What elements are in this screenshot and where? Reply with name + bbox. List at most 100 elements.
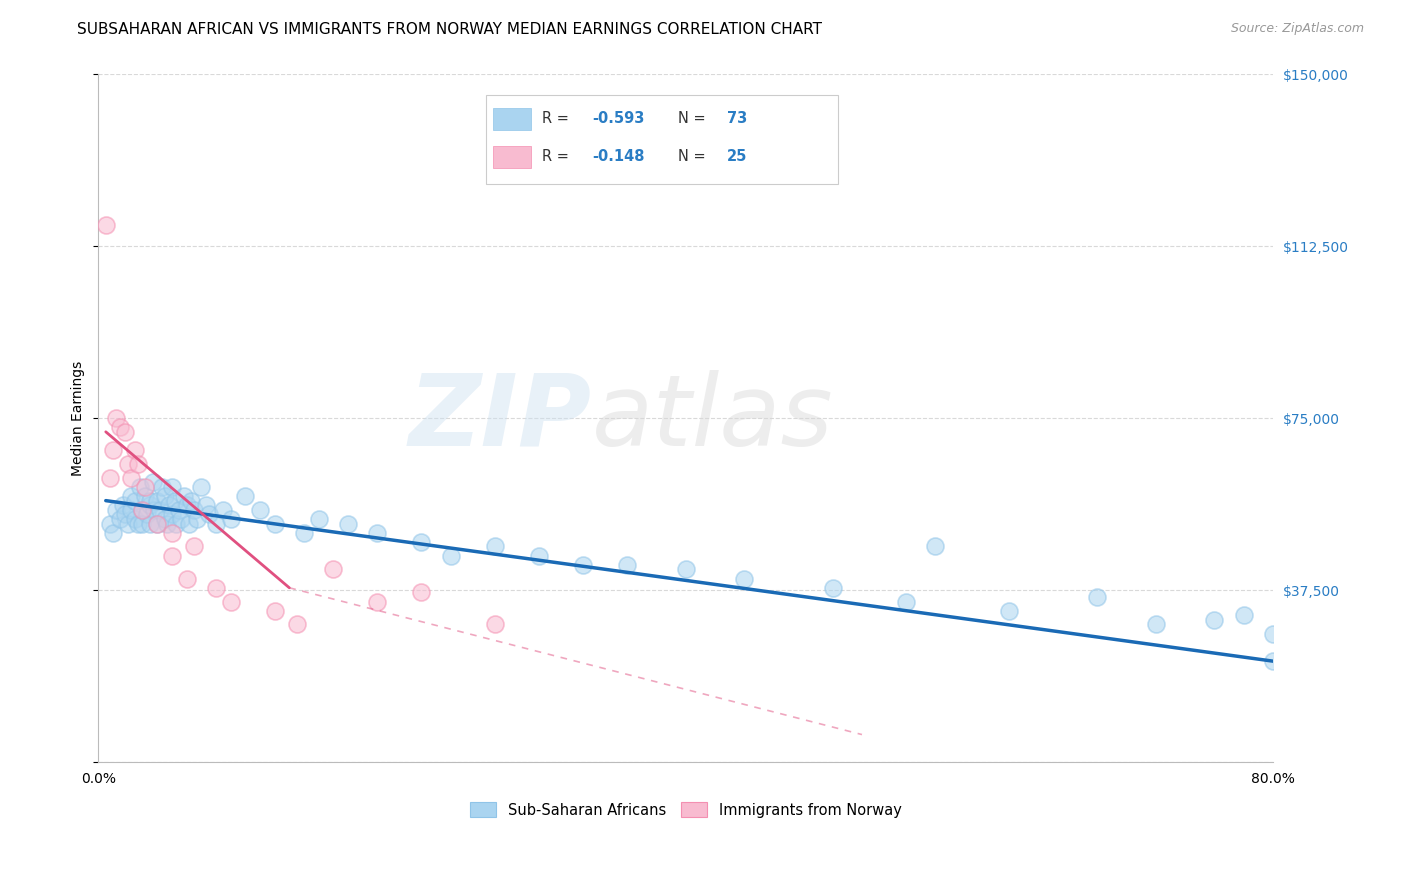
FancyBboxPatch shape	[486, 95, 838, 184]
Point	[366, 525, 388, 540]
Point	[160, 508, 183, 522]
Text: -0.148: -0.148	[592, 149, 644, 164]
Point	[134, 489, 156, 503]
Point	[160, 480, 183, 494]
Point	[157, 498, 180, 512]
Text: 73: 73	[727, 112, 747, 127]
Point	[219, 512, 242, 526]
Point	[572, 558, 595, 572]
Text: 25: 25	[727, 149, 747, 164]
Point	[411, 585, 433, 599]
Point	[124, 443, 146, 458]
FancyBboxPatch shape	[494, 145, 530, 168]
Point	[167, 503, 190, 517]
Point	[143, 503, 166, 517]
Point	[734, 572, 756, 586]
Point	[134, 480, 156, 494]
Point	[146, 516, 169, 531]
Point	[120, 471, 142, 485]
Text: ZIP: ZIP	[409, 369, 592, 467]
Point	[997, 604, 1019, 618]
FancyBboxPatch shape	[494, 108, 530, 129]
Point	[176, 498, 198, 512]
Point	[105, 503, 128, 517]
Point	[169, 512, 191, 526]
Point	[117, 516, 139, 531]
Point	[110, 420, 132, 434]
Point	[1085, 590, 1108, 604]
Point	[150, 480, 173, 494]
Point	[1261, 626, 1284, 640]
Point	[263, 604, 285, 618]
Point	[308, 512, 330, 526]
Point	[153, 512, 176, 526]
Point	[110, 512, 132, 526]
Point	[186, 512, 208, 526]
Point	[924, 540, 946, 554]
Y-axis label: Median Earnings: Median Earnings	[72, 360, 86, 475]
Point	[142, 475, 165, 490]
Point	[894, 594, 917, 608]
Point	[112, 498, 135, 512]
Point	[127, 516, 149, 531]
Point	[1233, 608, 1256, 623]
Point	[183, 503, 205, 517]
Text: R =: R =	[543, 149, 574, 164]
Text: N =: N =	[678, 112, 710, 127]
Point	[675, 562, 697, 576]
Text: -0.593: -0.593	[592, 112, 644, 127]
Point	[337, 516, 360, 531]
Point	[139, 493, 162, 508]
Point	[165, 516, 187, 531]
Point	[105, 411, 128, 425]
Point	[411, 535, 433, 549]
Point	[135, 508, 157, 522]
Point	[197, 508, 219, 522]
Text: R =: R =	[543, 112, 574, 127]
Point	[205, 581, 228, 595]
Point	[616, 558, 638, 572]
Point	[233, 489, 256, 503]
Point	[180, 493, 202, 508]
Point	[285, 617, 308, 632]
Point	[114, 425, 136, 439]
Point	[98, 471, 121, 485]
Point	[114, 508, 136, 522]
Text: SUBSAHARAN AFRICAN VS IMMIGRANTS FROM NORWAY MEDIAN EARNINGS CORRELATION CHART: SUBSAHARAN AFRICAN VS IMMIGRANTS FROM NO…	[77, 22, 823, 37]
Text: atlas: atlas	[592, 369, 834, 467]
Point	[219, 594, 242, 608]
Text: N =: N =	[678, 149, 710, 164]
Point	[179, 516, 201, 531]
Point	[322, 562, 344, 576]
Point	[821, 581, 844, 595]
Point	[94, 219, 117, 233]
Point	[153, 489, 176, 503]
Point	[1144, 617, 1167, 632]
Point	[139, 516, 162, 531]
Point	[128, 480, 150, 494]
Point	[120, 489, 142, 503]
Legend: Sub-Saharan Africans, Immigrants from Norway: Sub-Saharan Africans, Immigrants from No…	[464, 797, 907, 823]
Point	[163, 493, 186, 508]
Point	[98, 516, 121, 531]
Point	[440, 549, 463, 563]
Point	[292, 525, 315, 540]
Point	[212, 503, 235, 517]
Point	[127, 457, 149, 471]
Text: Source: ZipAtlas.com: Source: ZipAtlas.com	[1230, 22, 1364, 36]
Point	[101, 525, 124, 540]
Point	[205, 516, 228, 531]
Point	[139, 498, 162, 512]
Point	[131, 503, 153, 517]
Point	[173, 489, 195, 503]
Point	[146, 493, 169, 508]
Point	[131, 503, 153, 517]
Point	[131, 516, 153, 531]
Point	[156, 516, 179, 531]
Point	[190, 480, 212, 494]
Point	[160, 549, 183, 563]
Point	[120, 503, 142, 517]
Point	[194, 498, 217, 512]
Point	[1261, 654, 1284, 668]
Point	[183, 540, 205, 554]
